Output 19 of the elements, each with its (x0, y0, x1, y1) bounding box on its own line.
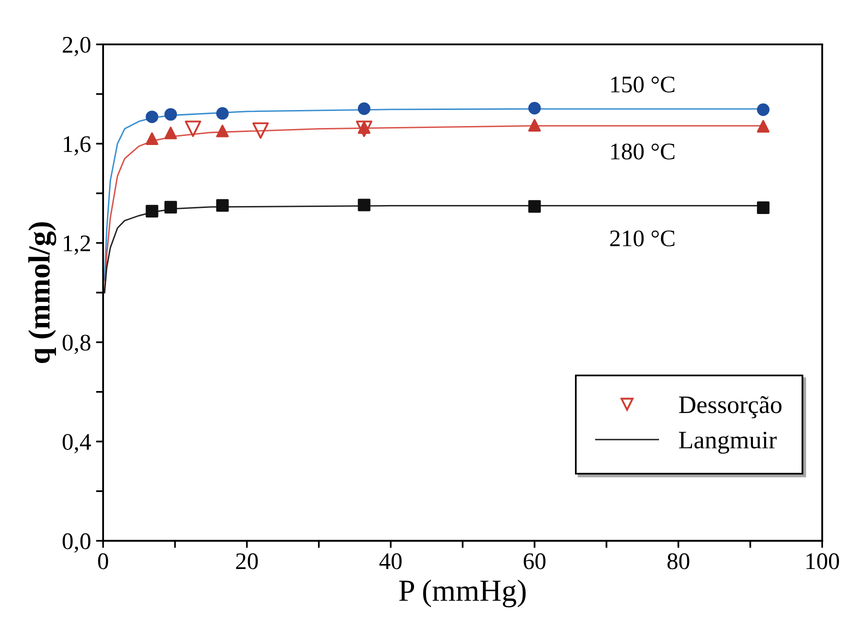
x-tick-label: 40 (379, 553, 402, 570)
y-tick-label: 0,0 (62, 533, 90, 553)
y-tick-label: 0,8 (62, 334, 90, 354)
annotation: 150 °C (611, 76, 674, 92)
annotation: 180 °C (611, 144, 674, 160)
x-tick-label: 80 (667, 553, 690, 570)
x-tick-label: 0 (98, 553, 108, 570)
y-axis-title: q (mmol/g) (28, 222, 56, 364)
x-tick-label: 60 (524, 553, 546, 570)
y-tick-label: 1,6 (64, 136, 91, 156)
x-tick-label: 100 (806, 553, 839, 570)
legend-label: Dessorção (679, 396, 782, 418)
x-tick-label: 20 (236, 553, 258, 570)
annotation: 210 °C (610, 230, 674, 246)
legend-label: Langmuir (679, 432, 777, 454)
y-tick-label: 1,2 (64, 236, 90, 255)
y-tick-label: 2,0 (62, 36, 90, 56)
x-axis-title: P (mmHg) (399, 580, 526, 608)
y-tick-label: 0,4 (62, 434, 91, 454)
